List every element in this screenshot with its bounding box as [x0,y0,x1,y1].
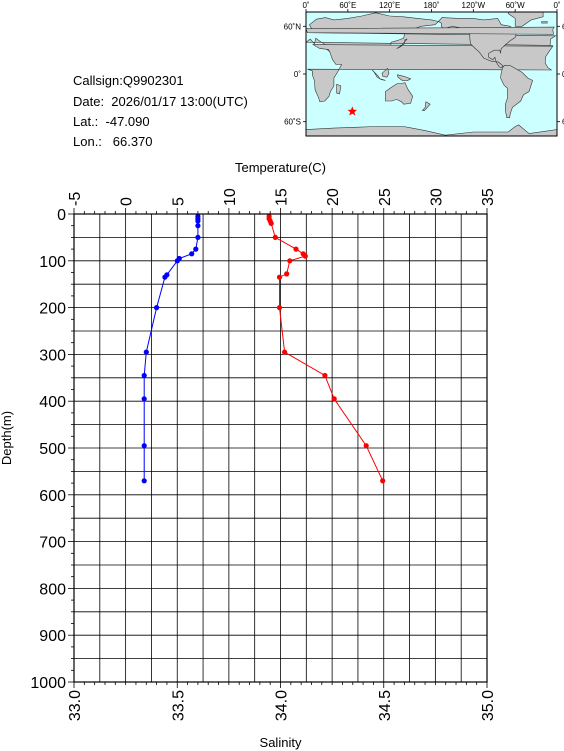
salinity-data-point [141,478,147,484]
salinity-data-point [195,218,201,224]
salinity-data-point [141,372,147,379]
map-lon-label: 180˚ [423,1,439,10]
map-lon-label: 60˚E [339,1,356,10]
map-land-7 [396,38,408,49]
salinity-data-point [143,349,149,355]
y-tick-label: 400 [39,394,66,411]
temperature-tick-label: 25 [377,188,394,206]
salinity-data-point [193,246,199,252]
map-land-5 [381,67,390,78]
temperature-data-point [363,443,369,449]
y-tick-label: 300 [39,347,66,364]
temperature-data-point [276,274,283,280]
temperature-data-point [322,372,328,379]
salinity-tick-label: 33.5 [170,690,187,721]
salinity-data-point [195,223,201,229]
map-land-13 [541,21,548,24]
salinity-data-point [141,443,147,449]
salinity-data-point [195,234,201,240]
salinity-axis-title: Salinity [260,735,302,750]
y-tick-label: 600 [39,488,66,505]
temperature-data-point [268,220,274,226]
plot-frame [73,213,488,683]
map-land-14 [306,124,557,136]
y-tick-label: 100 [39,254,66,271]
map-lat-label-right: 60˚S [562,118,564,127]
map-lat-label-right: 0˚ [562,70,564,79]
latitude-text: Lat.: -47.090 [73,114,150,129]
map-lat-label: 0˚ [294,70,301,79]
temperature-tick-label: 0 [119,197,136,206]
y-tick-label: 500 [39,441,66,458]
map-land-4 [396,74,412,81]
temperature-tick-label: 15 [274,188,291,206]
y-tick-label: 800 [39,581,66,598]
y-tick-label: 0 [57,207,66,224]
salinity-tick-label: 34.0 [274,690,291,721]
map-lat-label: 60˚S [284,118,301,127]
salinity-tick-label: 35.0 [480,690,497,721]
salinity-data-point [189,251,195,257]
temperature-data-point [282,349,288,355]
salinity-tick-label: 33.0 [67,690,84,721]
callsign-text: Callsign:Q9902301 [73,73,184,88]
map-lat-label: 60˚N [284,22,302,31]
map-lon-label: 60˚W [506,1,526,10]
map-land-12 [306,26,555,35]
map-land-8 [421,101,431,111]
y-tick-label: 1000 [30,675,66,692]
map-land-group [306,12,557,136]
world-map: 0˚ 60˚E 120˚E 180˚ 120˚W 60˚W 0˚ 60˚N 60˚N 0˚ 0˚ 60… [284,1,564,137]
salinity-tick-label: 34.5 [377,690,394,721]
map-land-11 [500,65,533,118]
temperature-data-point [302,253,308,259]
y-tick-label: 700 [39,535,66,552]
temperature-tick-label: 20 [325,188,342,206]
salinity-data-point [162,274,168,280]
map-lon-label: 0˚ [553,1,560,10]
salinity-data-point [141,396,147,402]
depth-axis-title: Depth(m) [0,411,14,465]
temperature-data-point [276,305,283,311]
map-lon-label: 120˚W [462,1,486,10]
date-text: Date: 2026/01/17 13:00(UTC) [73,94,248,109]
salinity-profile-line [143,216,199,481]
temperature-profile-line [268,216,384,482]
map-land-2 [336,83,342,95]
y-tick-label: 200 [39,301,66,318]
y-tick-label: 900 [39,628,66,645]
temperature-tick-label: 35 [480,188,497,206]
temperature-axis-title: Temperature(C) [235,160,326,175]
temperature-data-point [293,246,299,252]
chart-series [141,213,386,484]
longitude-text: Lon.: 66.370 [73,134,153,149]
temperature-tick-label: 10 [222,188,239,206]
chart-grid [73,213,488,683]
temperature-data-point [272,234,278,240]
map-lon-label: 0˚ [302,1,309,10]
map-land-10 [507,12,544,27]
temperature-tick-label: -5 [67,192,84,206]
map-lat-label-right: 60˚N [562,22,564,31]
temperature-data-point [331,396,337,402]
float-position-marker [347,106,357,116]
temperature-data-point [380,478,386,484]
temperature-tick-label: 5 [170,197,187,206]
map-lon-label: 120˚E [379,1,400,10]
map-land-3 [385,82,414,105]
temperature-data-point [284,271,290,277]
temperature-data-point [287,258,293,264]
temperature-tick-label: 30 [428,188,445,206]
salinity-data-point [154,305,160,311]
salinity-data-point [174,258,180,264]
map-land-6 [371,69,386,81]
